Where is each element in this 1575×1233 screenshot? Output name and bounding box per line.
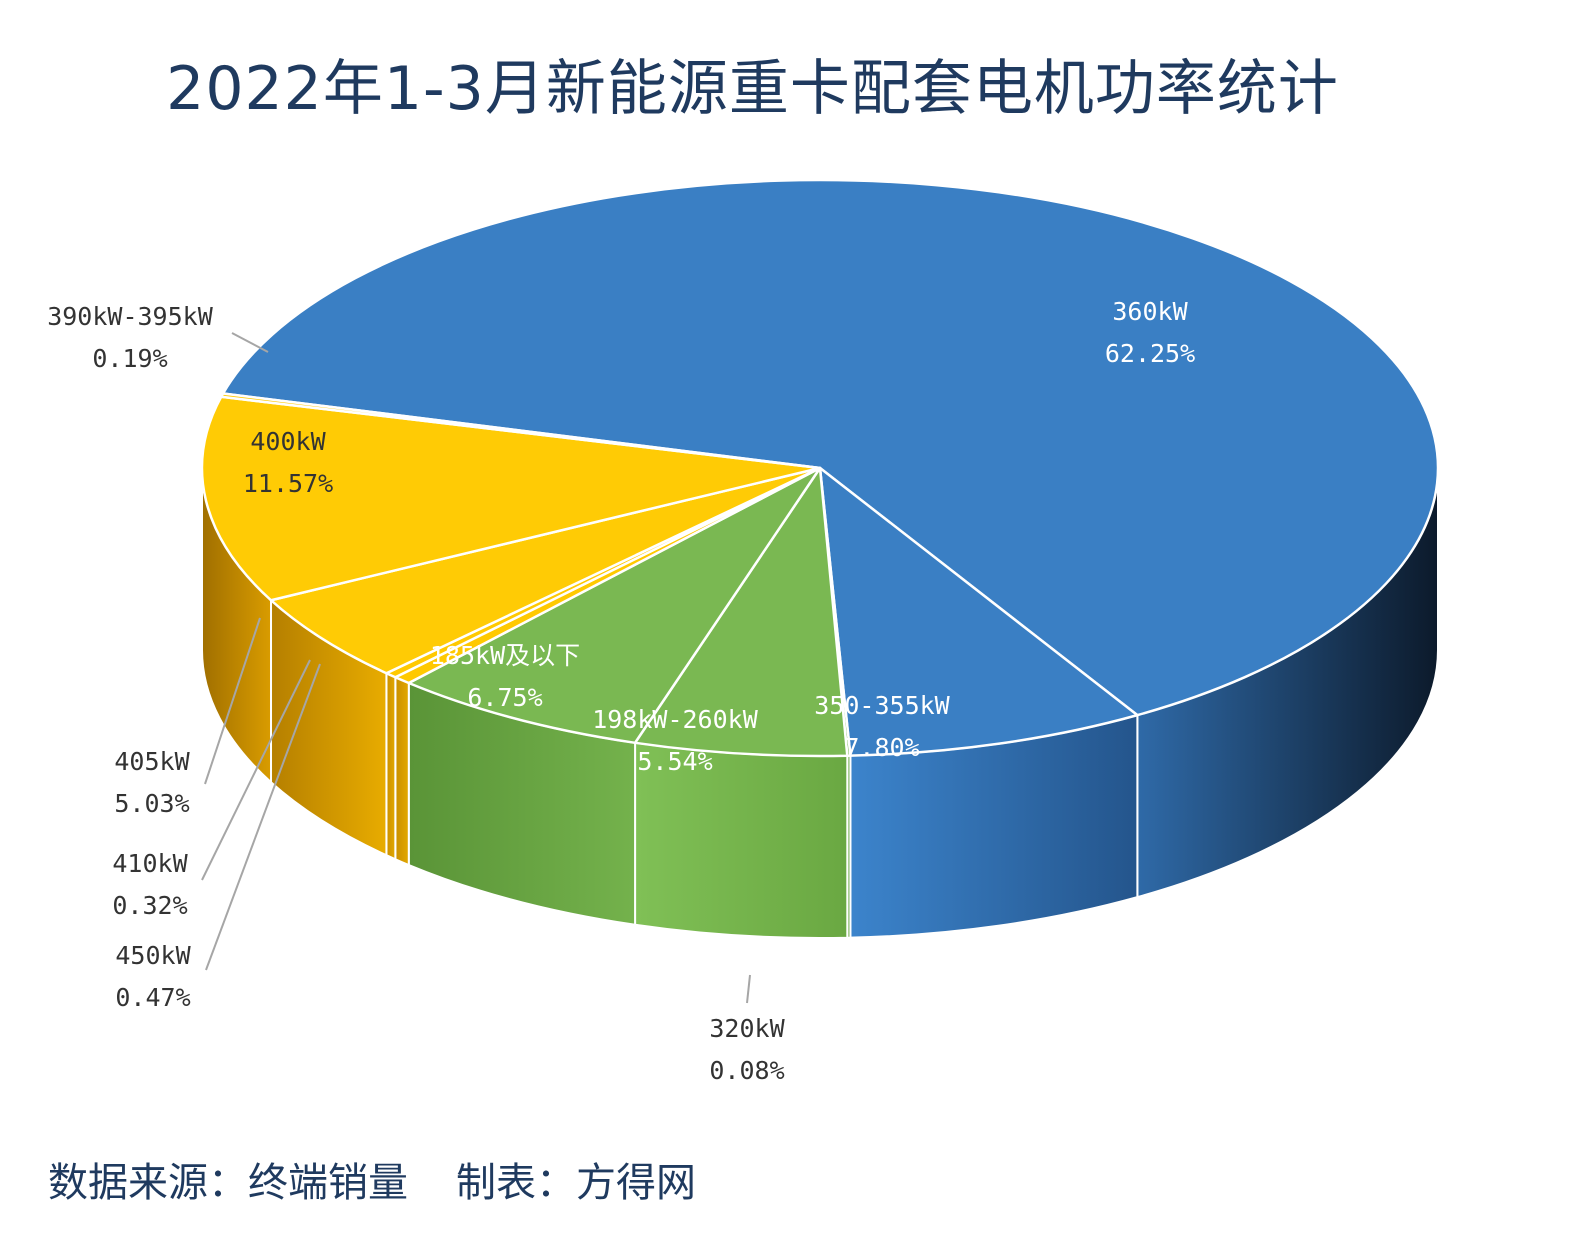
data-labels: 360kW 62.25% 350-355kW 7.80% 320kW 0.08% 198kW…	[47, 297, 1195, 1085]
slice-value-label: 7.80%	[844, 733, 919, 762]
maker-note: 制表：方得网	[456, 1160, 696, 1206]
slice-value-label: 62.25%	[1105, 339, 1195, 368]
slice-label: 350-355kW	[814, 691, 950, 720]
slice-label: 320kW	[709, 1014, 785, 1043]
slice-label: 390kW-395kW	[47, 302, 214, 331]
slice-value-label: 0.08%	[709, 1056, 784, 1085]
slice-value-label: 11.57%	[243, 469, 333, 498]
pie-slices	[200, 178, 1440, 758]
pie-slice-185kW及以下	[407, 466, 822, 745]
pie-slice-360kW	[221, 178, 1440, 717]
leader-line-320kW	[746, 974, 751, 1004]
slice-value-label: 6.75%	[467, 683, 542, 712]
pie-slice-400kW	[200, 395, 822, 602]
slice-label: 185kW及以下	[430, 641, 580, 670]
leader-line-390kW-395kW	[231, 332, 269, 353]
slice-value-label: 0.47%	[115, 983, 190, 1012]
slice-label: 405kW	[114, 747, 190, 776]
pie-slice-390kW-395kW	[219, 392, 822, 470]
leader-line-450kW	[205, 663, 321, 971]
slice-label: 450kW	[115, 941, 191, 970]
slice-value-label: 0.32%	[112, 891, 187, 920]
leader-line-410kW	[201, 659, 311, 881]
slice-label: 400kW	[250, 427, 326, 456]
slice-label: 198kW-260kW	[592, 705, 759, 734]
source-note: 数据来源：终端销量	[48, 1160, 408, 1206]
pie-slice-405kW	[269, 466, 822, 675]
leader-lines	[201, 332, 751, 1004]
footer: 数据来源：终端销量 制表：方得网	[48, 1150, 696, 1208]
pie-slice-198kW-260kW	[633, 466, 849, 758]
pie-side-450kW	[394, 675, 410, 867]
pie-slice-350-355kW	[818, 466, 1139, 757]
slice-value-label: 5.54%	[637, 747, 712, 776]
slice-label: 360kW	[1112, 297, 1188, 326]
chart-title: 2022年1-3月新能源重卡配套电机功率统计	[166, 54, 1339, 124]
pie-side-walls	[201, 467, 1439, 939]
pie-side-410kW	[385, 671, 397, 861]
slice-label: 410kW	[112, 849, 188, 878]
slice-value-label: 0.19%	[92, 344, 167, 373]
slice-value-label: 5.03%	[114, 789, 189, 818]
leader-line-405kW	[204, 617, 261, 785]
